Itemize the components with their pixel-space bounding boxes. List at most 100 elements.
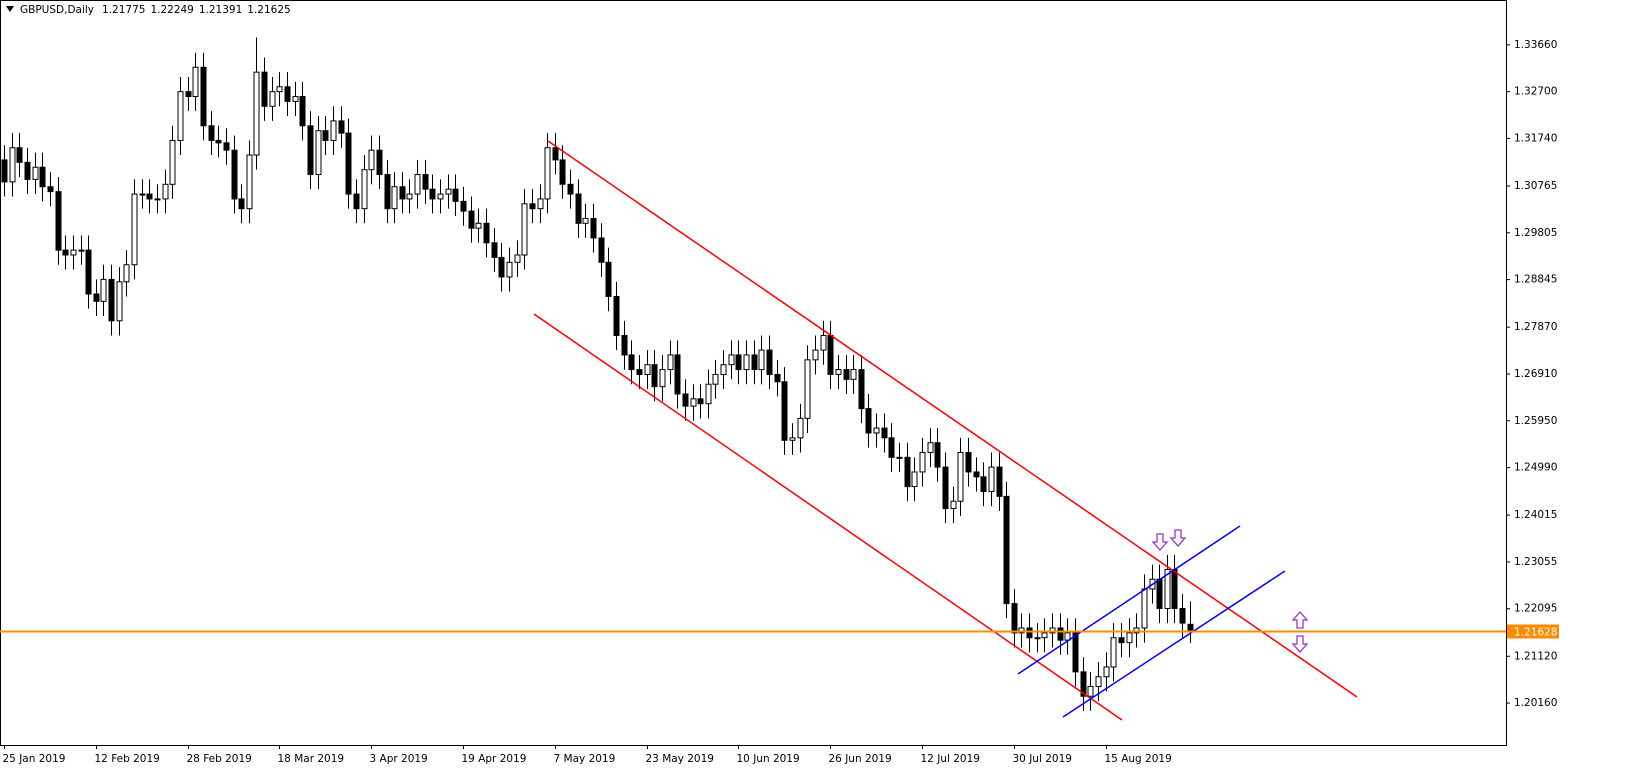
candle-body: [1057, 627, 1064, 641]
candle-body: [850, 369, 857, 380]
candle-body: [24, 161, 31, 180]
header-toggle[interactable]: [6, 6, 14, 12]
candle-body: [590, 217, 597, 239]
candle-body: [735, 354, 742, 371]
candle-body: [215, 139, 222, 144]
candle-body: [384, 174, 391, 210]
candle-body: [368, 149, 375, 171]
rising-channel-lower: [1062, 570, 1286, 718]
candle-body: [475, 222, 482, 229]
candle-body: [1034, 637, 1041, 640]
candle-body: [299, 96, 306, 127]
candle-body: [774, 373, 781, 383]
candle-body: [491, 242, 498, 258]
candle-body: [743, 354, 750, 371]
y-tick-label: 1.31740: [1514, 132, 1557, 144]
candle-body: [116, 281, 123, 322]
candle-body: [330, 120, 337, 141]
x-tick-label: 12 Jul 2019: [921, 753, 980, 765]
y-tick-label: 1.26910: [1514, 368, 1557, 380]
candle-body: [950, 500, 957, 510]
candle-body: [514, 254, 521, 263]
y-tick-label: 1.29805: [1514, 227, 1557, 239]
candle-body: [162, 183, 169, 200]
candle-body: [284, 86, 291, 102]
candle-body: [812, 349, 819, 361]
candle-body: [315, 130, 322, 176]
candle-body: [843, 369, 850, 380]
up-arrow: [1291, 611, 1309, 629]
candle-body: [896, 456, 903, 459]
candle-body: [1179, 607, 1186, 624]
candle-body: [9, 147, 16, 183]
candle-body: [1118, 637, 1125, 644]
candle-body: [422, 174, 429, 190]
candle-body: [39, 166, 46, 188]
candle-body: [1103, 666, 1110, 678]
candle-body: [758, 349, 765, 371]
candle-body: [1, 159, 8, 183]
candle-body: [345, 132, 352, 195]
candle-body: [973, 471, 980, 478]
candle-body: [697, 398, 704, 405]
candle-body: [468, 210, 475, 229]
candle-body: [911, 471, 918, 488]
candle-body: [445, 188, 452, 195]
candle-body: [47, 186, 54, 193]
header-high: 1.22249: [150, 4, 193, 16]
rising-channel-upper: [1017, 525, 1241, 675]
candle-body: [682, 393, 689, 407]
candle-body: [613, 295, 620, 336]
candle-body: [322, 130, 329, 141]
candle-body: [667, 354, 674, 371]
candle-body: [1003, 495, 1010, 605]
y-tick-label: 1.20160: [1514, 697, 1557, 709]
header-open: 1.21775: [102, 4, 145, 16]
candle-body: [32, 166, 39, 180]
candle-body: [1156, 578, 1163, 609]
candle-body: [85, 249, 92, 295]
candle-body: [544, 147, 551, 200]
candle-body: [169, 139, 176, 185]
candle-body: [988, 466, 995, 492]
x-tick-label: 10 Jun 2019: [737, 753, 800, 765]
x-tick-label: 23 May 2019: [646, 753, 714, 765]
candle-body: [399, 186, 406, 200]
candle-body: [820, 334, 827, 351]
y-tick-label: 1.22095: [1514, 603, 1557, 615]
candle-body: [1095, 676, 1102, 687]
candle-body: [881, 427, 888, 439]
candle-body: [55, 191, 62, 251]
x-tick-label: 18 Mar 2019: [278, 753, 345, 765]
down-arrow: [1291, 635, 1309, 653]
candle-body: [873, 427, 880, 434]
channel-lower: [533, 313, 1123, 721]
candle-body: [361, 169, 368, 210]
candle-body: [521, 203, 528, 256]
candle-body: [208, 125, 215, 141]
price-tag-label: 1.21628: [1514, 626, 1557, 638]
candle-body: [498, 256, 505, 278]
candle-body: [1126, 632, 1133, 644]
candle-body: [1072, 632, 1079, 673]
y-tick-label: 1.27870: [1514, 321, 1557, 333]
candle-body: [659, 369, 666, 388]
candle-body: [888, 437, 895, 458]
x-tick-label: 30 Jul 2019: [1013, 753, 1072, 765]
candle-body: [567, 183, 574, 195]
candle-body: [636, 369, 643, 375]
candle-body: [537, 198, 544, 210]
candle-body: [62, 249, 69, 256]
y-tick-label: 1.30765: [1514, 180, 1557, 192]
candle-body: [1164, 568, 1171, 609]
candle-body: [131, 193, 138, 266]
candle-body: [835, 369, 842, 375]
candle-body: [123, 264, 130, 283]
candle-body: [621, 334, 628, 356]
y-tick-label: 1.23055: [1514, 556, 1557, 568]
candle-body: [720, 364, 727, 375]
candle-body: [766, 349, 773, 375]
candle-body: [705, 383, 712, 405]
x-tick-label: 19 Apr 2019: [462, 753, 527, 765]
